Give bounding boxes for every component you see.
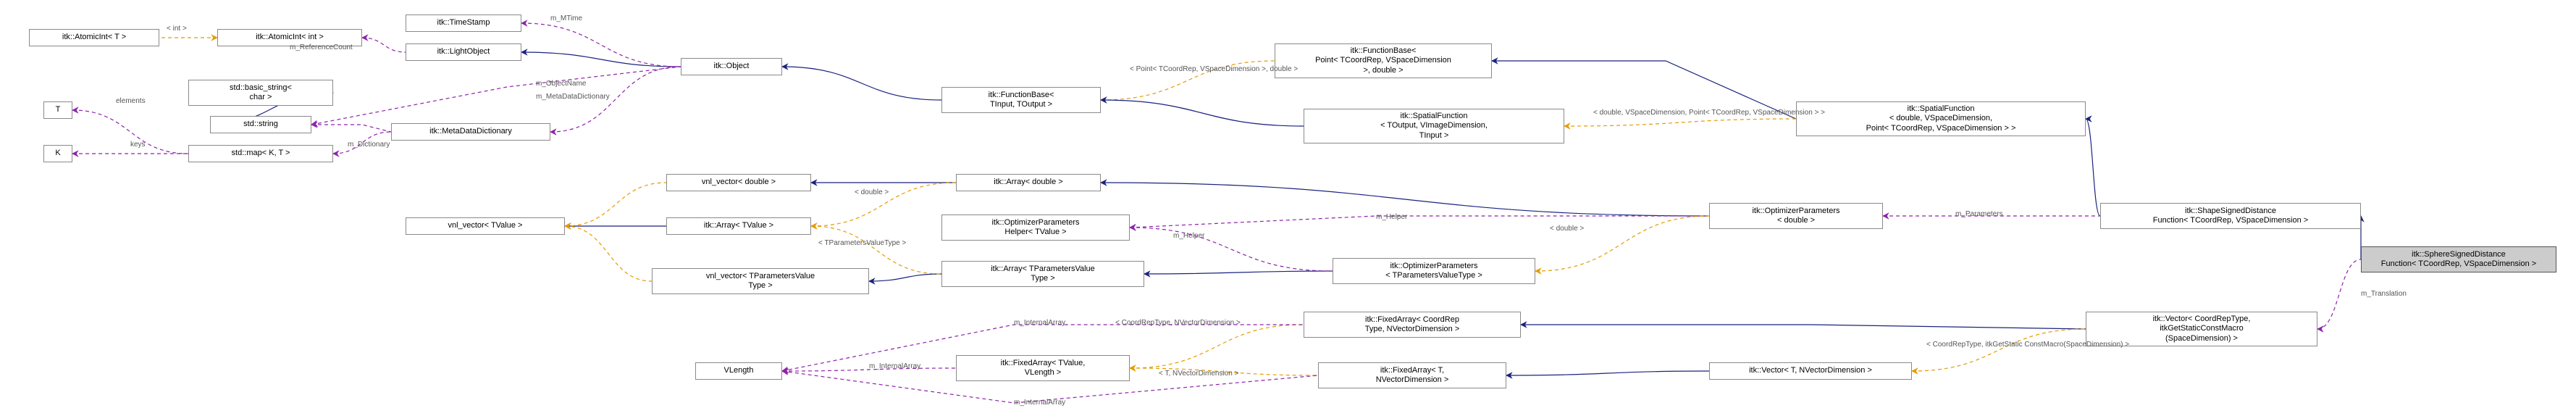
- node-T[interactable]: T: [43, 101, 72, 119]
- edge-label-l_keys: keys: [130, 141, 146, 149]
- edge-vnlVecTParam-arrayTParam: [869, 274, 941, 281]
- edge-label-l_objName: m_ObjectName: [536, 80, 586, 88]
- edge-fixedArrayTValue-fixedArrayCoord: [1130, 325, 1304, 368]
- edge-label-l_intArr1: m_InternalArray: [1014, 319, 1065, 327]
- edge-spatialFunctionD-shapeSigned: [2086, 119, 2100, 216]
- edge-vectorCoordRep-sphereSigned: [2317, 259, 2361, 329]
- node-basicString[interactable]: std::basic_string< char >: [188, 80, 333, 106]
- node-atomicIntT[interactable]: itk::AtomicInt< T >: [29, 29, 159, 46]
- edge-optHelper-optParamTParam: [1130, 228, 1333, 271]
- node-atomicIntInt[interactable]: itk::AtomicInt< int >: [217, 29, 362, 46]
- edge-label-l_helper1: m_Helper: [1173, 232, 1204, 240]
- edge-label-l_double1: < double >: [855, 188, 889, 196]
- node-K[interactable]: K: [43, 145, 72, 162]
- edge-label-l_elements: elements: [116, 97, 146, 105]
- node-vnlVecTValue[interactable]: vnl_vector< TValue >: [406, 217, 565, 235]
- node-arrayTValue[interactable]: itk::Array< TValue >: [666, 217, 811, 235]
- edge-T-stdMap: [72, 110, 188, 154]
- node-spatialFunctionD[interactable]: itk::SpatialFunction < double, VSpaceDim…: [1796, 101, 2086, 136]
- node-optParamDouble[interactable]: itk::OptimizerParameters < double >: [1709, 203, 1883, 229]
- edge-arrayTValue-arrayDouble: [811, 183, 956, 226]
- edge-stdMap-metaDataDict: [333, 132, 391, 154]
- edge-metaDataDict-object: [550, 67, 681, 132]
- edge-fixedArrayT-vectorTN: [1506, 371, 1709, 375]
- edge-label-l_helper2: m_Helper: [1376, 213, 1407, 221]
- edge-atomicIntInt-lightObject: [362, 38, 406, 52]
- node-vnlVecTParam[interactable]: vnl_vector< TParametersValue Type >: [652, 268, 869, 294]
- edge-vlength-fixedArrayTValue: [782, 368, 956, 371]
- node-timeStamp[interactable]: itk::TimeStamp: [406, 14, 521, 32]
- edge-stdString-object: [311, 67, 681, 125]
- edge-label-l_double2: < double >: [1550, 225, 1584, 233]
- edge-label-l_tNV: < T, NVectorDimension >: [1159, 370, 1238, 378]
- edge-vnlVecTValue-vnlVecDouble: [565, 183, 666, 226]
- edge-timeStamp-object: [521, 23, 681, 67]
- node-optParamTParam[interactable]: itk::OptimizerParameters < TParametersVa…: [1333, 258, 1535, 284]
- node-stdMap[interactable]: std::map< K, T >: [188, 145, 333, 162]
- edge-label-l_dict: m_Dictionary: [348, 141, 390, 149]
- edge-functionBase-spatialFunctionT: [1101, 100, 1304, 126]
- edge-arrayTValue-arrayTParam: [811, 226, 941, 274]
- edge-fixedArrayTValue-fixedArrayT: [1130, 368, 1318, 375]
- edge-vnlVecTValue-vnlVecTParam: [565, 226, 652, 281]
- node-arrayDouble[interactable]: itk::Array< double >: [956, 174, 1101, 191]
- node-arrayTParam[interactable]: itk::Array< TParametersValue Type >: [941, 261, 1144, 287]
- edge-optHelper-optParamDouble: [1130, 216, 1709, 228]
- node-vectorCoordRep[interactable]: itk::Vector< CoordRepType, itkGetStaticC…: [2086, 312, 2317, 346]
- node-fixedArrayTValue[interactable]: itk::FixedArray< TValue, VLength >: [956, 355, 1130, 381]
- edge-label-l_coordRepNV: < CoordRepType, NVectorDimension >: [1115, 319, 1241, 327]
- edge-label-l_translation: m_Translation: [2361, 290, 2407, 298]
- node-fixedArrayCoord[interactable]: itk::FixedArray< CoordRep Type, NVectorD…: [1304, 312, 1521, 338]
- node-vlength[interactable]: VLength: [695, 362, 782, 380]
- node-spatialFunctionT[interactable]: itk::SpatialFunction < TOutput, VImageDi…: [1304, 109, 1564, 143]
- edge-object-functionBase: [782, 67, 941, 100]
- edge-label-l_intArr3: m_InternalArray: [1014, 399, 1065, 407]
- edge-optParamTParam-optParamDouble: [1535, 216, 1709, 271]
- edge-label-l_intArr2: m_InternalArray: [869, 362, 920, 370]
- edge-functionBase-functionBasePoint: [1101, 61, 1275, 100]
- edge-stdString-metaDataDict: [311, 125, 391, 132]
- edge-lightObject-object: [521, 52, 681, 67]
- node-shapeSigned[interactable]: itk::ShapeSignedDistance Function< TCoor…: [2100, 203, 2361, 229]
- edge-label-l_tparamVal: < TParametersValueType >: [818, 239, 906, 247]
- node-sphereSigned[interactable]: itk::SphereSignedDistance Function< TCoo…: [2361, 246, 2556, 272]
- node-lightObject[interactable]: itk::LightObject: [406, 43, 521, 61]
- edge-label-l_pointTmpl: < Point< TCoordRep, VSpaceDimension >, d…: [1130, 65, 1298, 73]
- edge-arrayDouble-optParamDouble: [1101, 183, 1709, 216]
- node-fixedArrayT[interactable]: itk::FixedArray< T, NVectorDimension >: [1318, 362, 1506, 388]
- node-optHelper[interactable]: itk::OptimizerParameters Helper< TValue …: [941, 215, 1130, 241]
- edge-fixedArrayCoord-vectorCoordRep: [1521, 325, 2086, 329]
- edge-arrayTParam-optParamTParam: [1144, 271, 1333, 274]
- node-stdString[interactable]: std::string: [210, 116, 311, 133]
- node-vnlVecDouble[interactable]: vnl_vector< double >: [666, 174, 811, 191]
- node-metaDataDict[interactable]: itk::MetaDataDictionary: [391, 123, 550, 141]
- edge-label-l_int: < int >: [167, 25, 187, 33]
- edge-label-l_mtime: m_MTime: [550, 14, 582, 22]
- edge-label-l_doubleTmpl: < double, VSpaceDimension, Point< TCoord…: [1593, 109, 1825, 117]
- edge-spatialFunctionT-spatialFunctionD: [1564, 119, 1796, 126]
- edge-label-l_params: m_Parameters: [1955, 210, 2003, 218]
- node-functionBase[interactable]: itk::FunctionBase< TInput, TOutput >: [941, 87, 1101, 113]
- node-vectorTN[interactable]: itk::Vector< T, NVectorDimension >: [1709, 362, 1912, 380]
- edge-vectorTN-vectorCoordRep: [1912, 329, 2086, 371]
- node-functionBasePoint[interactable]: itk::FunctionBase< Point< TCoordRep, VSp…: [1275, 43, 1492, 78]
- edge-label-l_metaDict: m_MetaDataDictionary: [536, 93, 610, 101]
- node-object[interactable]: itk::Object: [681, 58, 782, 75]
